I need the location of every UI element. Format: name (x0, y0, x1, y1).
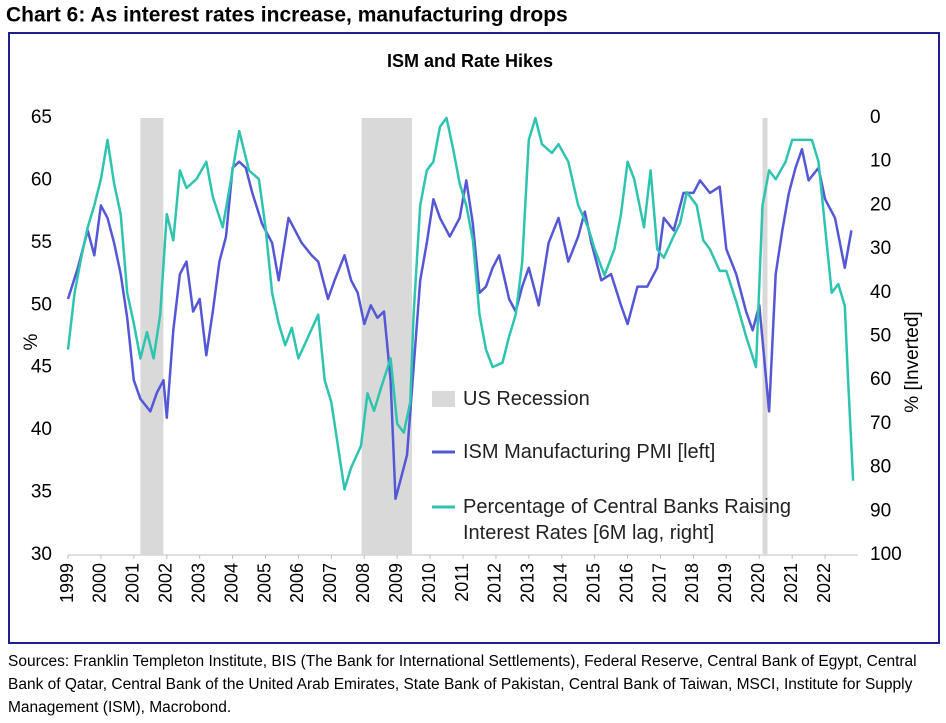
x-tick-label: 2006 (287, 563, 307, 603)
x-tick-label: 2010 (419, 563, 439, 603)
series-line (66, 147, 853, 501)
chart-frame (8, 32, 940, 644)
x-tick-label: 2004 (221, 563, 241, 603)
x-tick-label: 2000 (90, 563, 110, 603)
legend-label: US Recession (463, 388, 590, 410)
y2-tick-label: 80 (870, 457, 891, 478)
chart: Chart 6: As interest rates increase, man… (6, 4, 940, 644)
x-tick-label: 2009 (386, 563, 406, 603)
recession-band (140, 118, 164, 555)
y2-axis-label: % [Inverted] (902, 311, 923, 412)
x-tick-label: 2020 (748, 563, 768, 603)
x-tick-label: 2002 (156, 563, 176, 603)
x-tick-label: 2005 (254, 563, 274, 603)
y2-tick-label: 0 (870, 107, 881, 128)
series-line (66, 116, 855, 491)
chart-title: ISM and Rate Hikes (387, 51, 553, 71)
y-tick-label: 40 (31, 419, 52, 440)
x-tick-label: 2007 (320, 563, 340, 603)
y2-tick-label: 20 (870, 194, 891, 215)
x-tick-label: 1999 (57, 563, 77, 603)
x-tick-label: 2012 (485, 563, 505, 603)
y2-tick-label: 10 (870, 151, 891, 172)
legend-key (432, 391, 455, 407)
y2-tick-label: 70 (870, 413, 891, 434)
x-tick-label: 2019 (715, 563, 735, 603)
y-tick-label: 65 (31, 107, 52, 128)
y2-tick-label: 100 (870, 544, 902, 565)
sources-note: Sources: Franklin Templeton Institute, B… (8, 653, 917, 716)
page-title: Chart 6: As interest rates increase, man… (6, 4, 568, 27)
y-tick-label: 45 (31, 357, 52, 378)
x-tick-label: 2017 (649, 563, 669, 603)
x-tick-label: 2018 (682, 563, 702, 603)
x-tick-label: 2011 (452, 563, 472, 602)
y-tick-label: 50 (31, 294, 52, 315)
x-tick-label: 2001 (123, 563, 143, 603)
y-tick-label: 35 (31, 482, 52, 503)
y2-tick-label: 90 (870, 500, 891, 521)
y2-tick-label: 60 (870, 369, 891, 390)
recession-band (762, 118, 768, 555)
x-tick-label: 2008 (353, 563, 373, 603)
x-tick-label: 2016 (616, 563, 636, 603)
legend-label: ISM Manufacturing PMI [left] (463, 441, 716, 463)
y2-tick-label: 50 (870, 326, 891, 347)
x-tick-label: 2015 (583, 563, 603, 603)
y-tick-label: 30 (31, 544, 52, 565)
y-axis-label: % (21, 333, 42, 350)
x-tick-label: 2022 (814, 563, 834, 603)
legend-label: Percentage of Central Banks Raising Inte… (463, 496, 791, 544)
y-tick-label: 55 (31, 232, 52, 253)
y-tick-label: 60 (31, 169, 52, 190)
y2-tick-label: 30 (870, 238, 891, 259)
x-tick-label: 2014 (551, 563, 571, 603)
x-tick-label: 2003 (188, 563, 208, 603)
x-tick-label: 2013 (518, 563, 538, 603)
x-tick-label: 2021 (781, 563, 801, 603)
y2-tick-label: 40 (870, 282, 891, 303)
